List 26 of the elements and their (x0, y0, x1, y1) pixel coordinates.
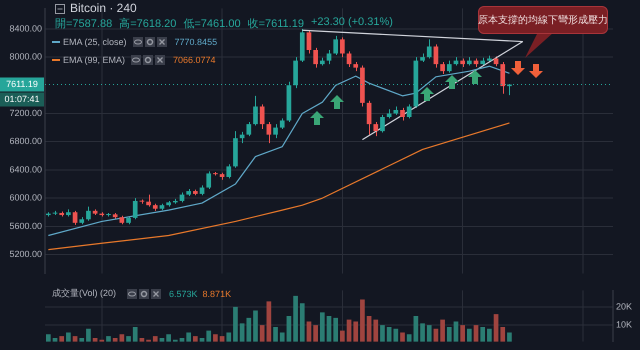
ref-line-label: 7611.19 (6, 78, 38, 89)
legend-label: EMA (25, close) (63, 37, 127, 47)
y-tick-label: 20K (616, 301, 632, 312)
y-tick-label: 6800.00 (9, 136, 42, 146)
y-tick-label: 10K (616, 320, 632, 330)
chart-title: Bitcoin · 240 (70, 1, 137, 15)
annotation: 收=7611.19 (248, 17, 304, 31)
text: 01:07:41 (4, 94, 40, 104)
annotation: 7066.0774 (173, 55, 216, 65)
annotation: 8.871K (202, 288, 232, 298)
y-tick-label: 6400.00 (9, 164, 42, 174)
y-tick-label: 5600.00 (9, 220, 42, 231)
annotation: 7770.8455 (174, 37, 218, 47)
annotation: 低=7461.00 (183, 17, 241, 31)
y-tick-label: 7200.00 (9, 108, 42, 118)
annotation: +23.30 (+0.31%) (310, 16, 393, 30)
annotation: 原本支撐的均線下彎形成壓力 (478, 6, 608, 34)
annotation: 開=7587.88 (55, 17, 112, 31)
y-tick-label: 8000.00 (9, 52, 42, 62)
y-tick-label: 6000.00 (9, 192, 42, 203)
y-tick-label: 8400.00 (9, 23, 42, 34)
annotation: 6.573K (169, 288, 198, 298)
y-tick-label: 5200.00 (9, 249, 42, 260)
annotation: 成交量(Vol) (20) (52, 287, 116, 300)
legend-label: EMA (99, EMA) (63, 55, 126, 65)
annotation: 高=7618.20 (119, 16, 176, 31)
